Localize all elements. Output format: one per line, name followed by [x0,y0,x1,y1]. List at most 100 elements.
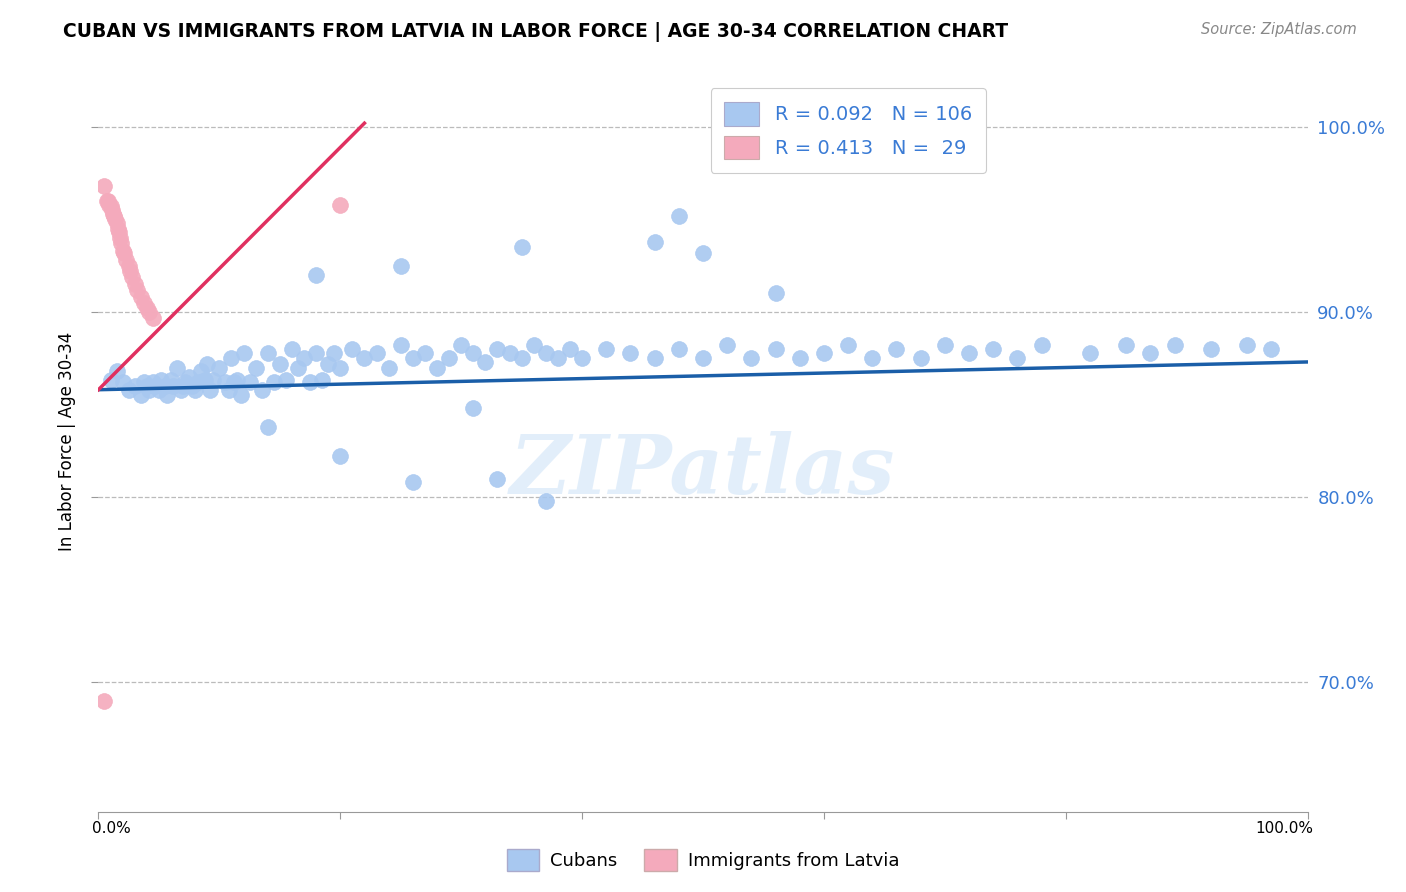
Point [619,345,641,359]
Point [174,376,197,390]
Point [118,259,141,273]
Point [96,194,118,208]
Point [1078,345,1101,359]
Point [299,376,322,390]
Point [486,342,509,356]
Point [389,259,412,273]
Point [218,383,240,397]
Point [194,374,217,388]
Point [342,342,364,356]
Point [179,369,201,384]
Point [148,383,170,397]
Point [127,283,149,297]
Point [226,374,249,388]
Point [269,357,291,371]
Point [129,388,152,402]
Point [668,209,690,223]
Point [558,342,581,356]
Point [105,216,128,230]
Point [644,351,666,366]
Point [112,245,135,260]
Point [837,338,859,352]
Point [195,357,218,371]
Point [190,364,212,378]
Point [162,379,184,393]
Point [180,379,202,393]
Point [97,194,120,208]
Point [287,360,309,375]
Point [221,351,243,366]
Point [402,351,425,366]
Point [263,376,285,390]
Point [134,295,156,310]
Point [153,379,176,393]
Point [222,376,245,390]
Point [281,342,304,356]
Point [142,376,165,390]
Text: Source: ZipAtlas.com: Source: ZipAtlas.com [1201,22,1357,37]
Text: 100.0%: 100.0% [1256,821,1313,836]
Point [426,360,449,375]
Text: 0.0%: 0.0% [93,821,131,836]
Point [510,351,533,366]
Point [463,345,485,359]
Point [305,268,328,282]
Point [274,374,297,388]
Point [1031,338,1053,352]
Point [134,376,156,390]
Point [214,376,236,390]
Point [229,388,252,402]
Point [534,493,557,508]
Point [377,360,399,375]
Point [329,197,352,211]
Point [389,338,412,352]
Point [100,199,122,213]
Point [789,351,811,366]
Point [100,203,122,218]
Point [1163,338,1185,352]
Point [115,253,138,268]
Point [93,694,115,708]
Text: ZIPatlas: ZIPatlas [510,431,896,511]
Point [110,236,132,251]
Point [135,379,157,393]
Point [413,345,436,359]
Point [150,374,173,388]
Point [860,351,883,366]
Point [311,374,333,388]
Point [474,355,496,369]
Point [366,345,388,359]
Point [232,345,254,359]
Point [98,197,121,211]
Point [245,360,267,375]
Point [292,351,315,366]
Point [108,231,131,245]
Point [187,376,209,390]
Point [329,450,352,464]
Point [692,245,714,260]
Point [316,357,339,371]
Point [135,301,157,316]
Point [198,383,221,397]
Point [910,351,932,366]
Y-axis label: In Labor Force | Age 30-34: In Labor Force | Age 30-34 [58,332,76,551]
Point [957,345,980,359]
Point [1260,342,1282,356]
Point [166,360,188,375]
Point [103,209,125,223]
Point [668,342,690,356]
Point [329,360,352,375]
Point [886,342,908,356]
Point [138,383,160,397]
Point [402,475,425,490]
Point [101,207,124,221]
Point [107,221,129,235]
Point [104,212,127,227]
Point [111,376,134,390]
Point [256,345,278,359]
Point [93,179,115,194]
Point [1199,342,1222,356]
Point [571,351,593,366]
Point [142,310,165,325]
Point [981,342,1004,356]
